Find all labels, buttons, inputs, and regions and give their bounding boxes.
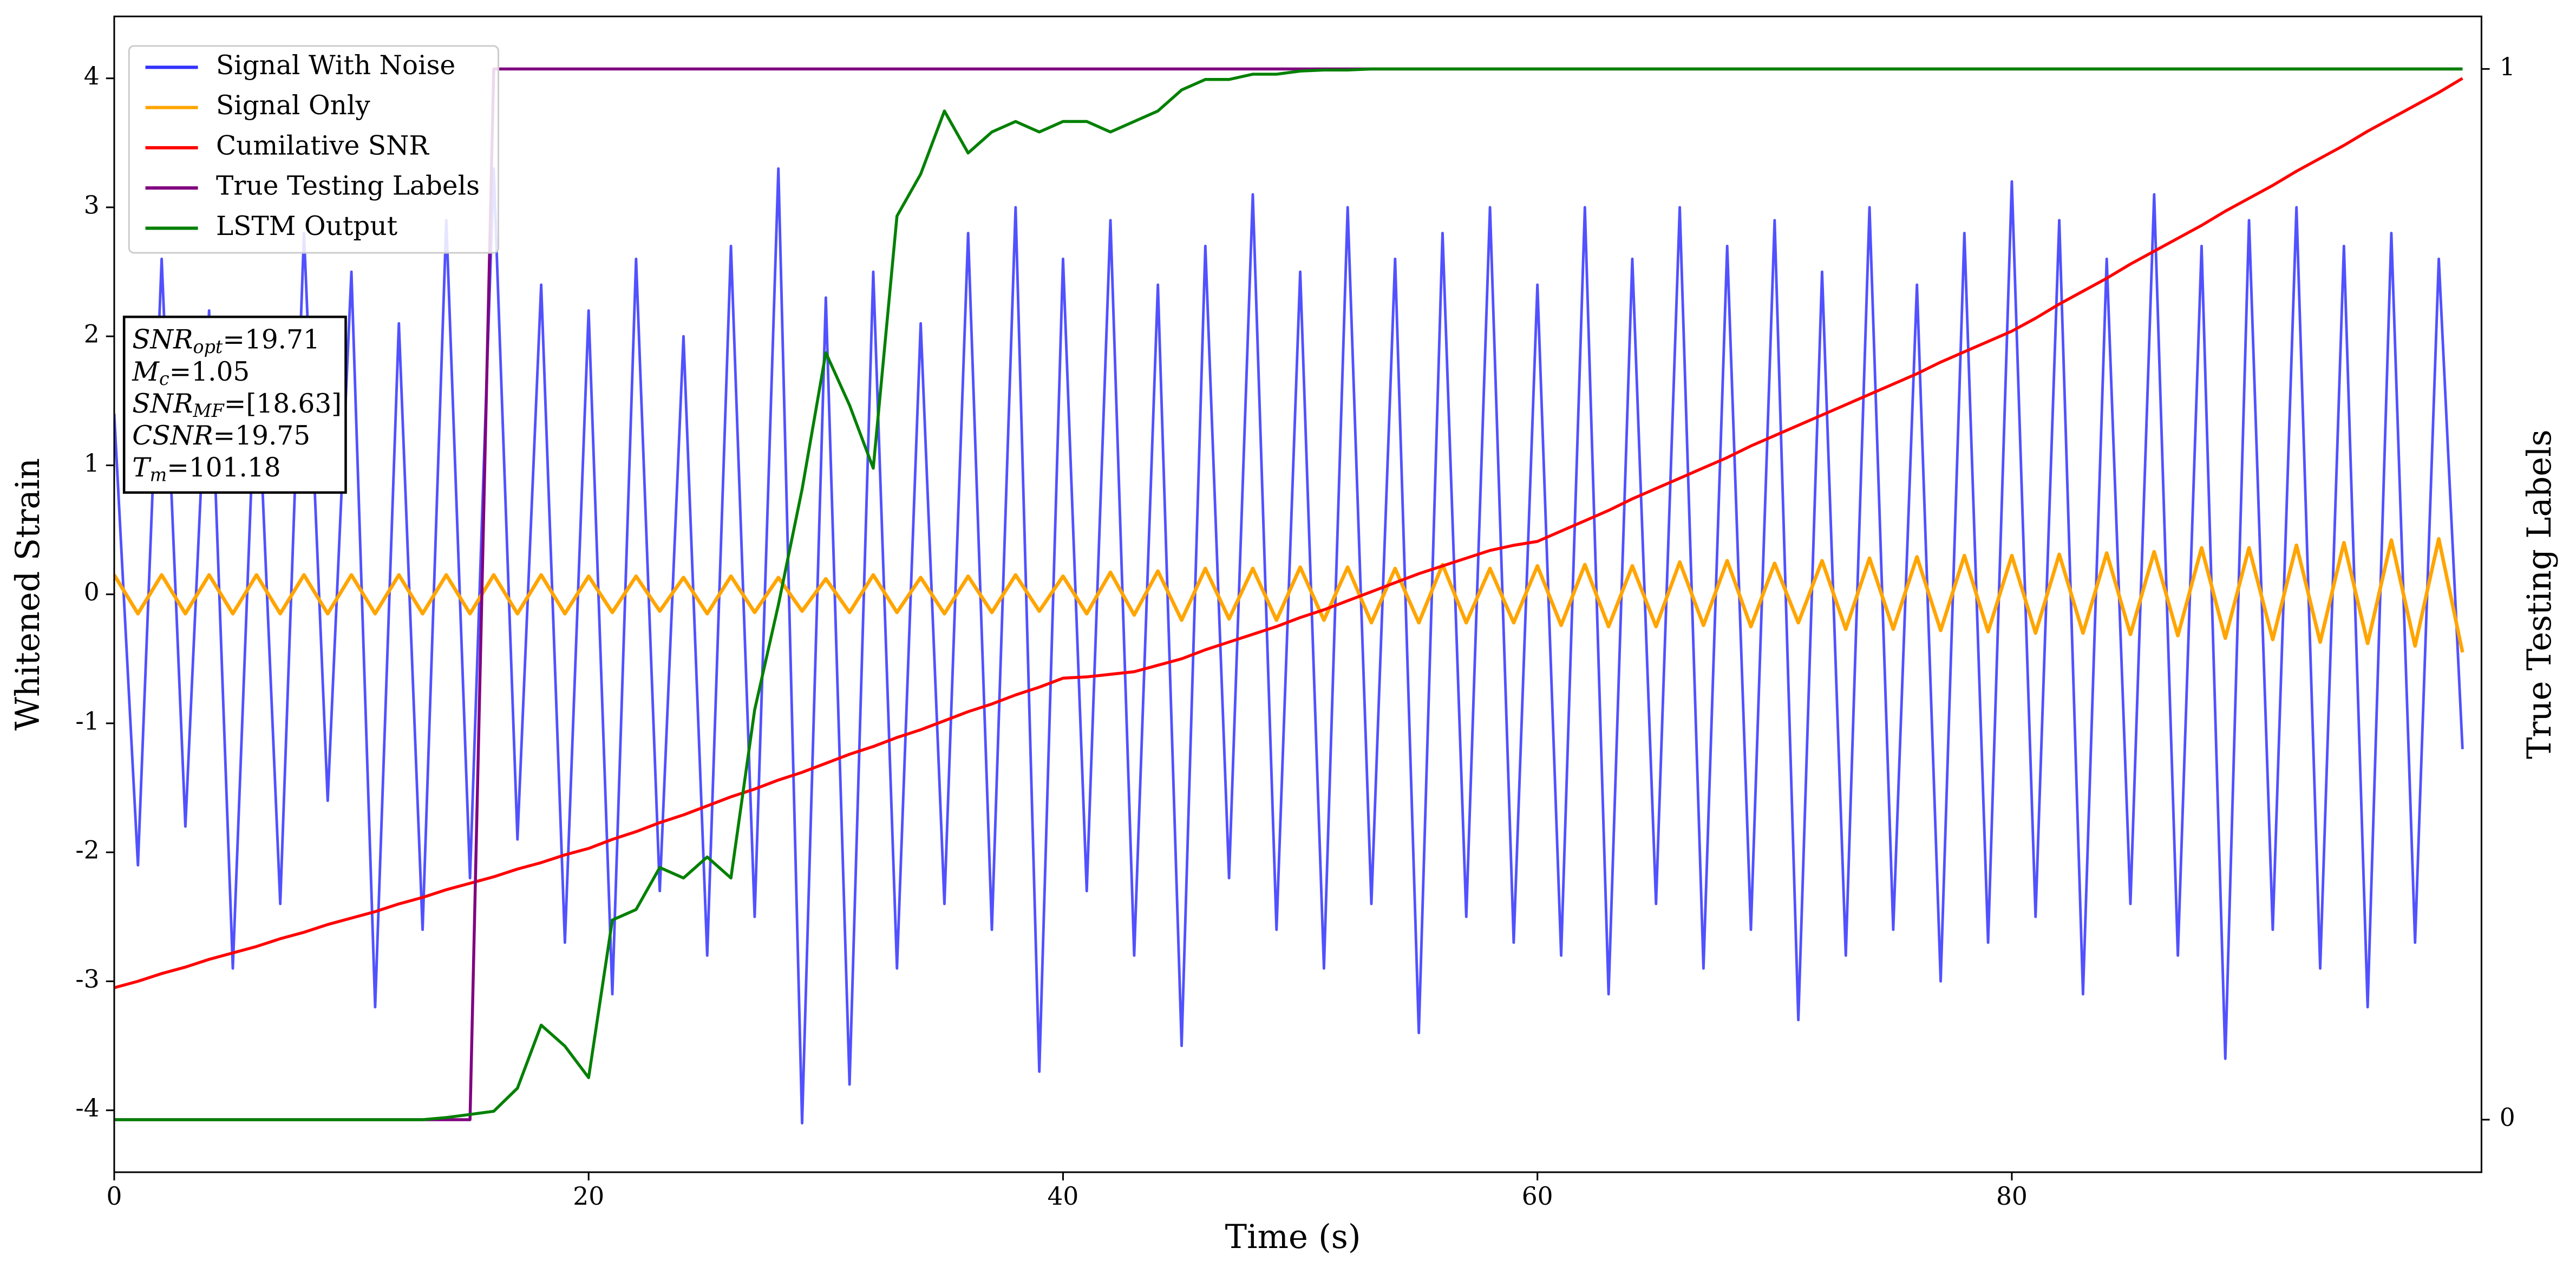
annotation-value: =1.05	[169, 356, 250, 387]
annotation-text: Tm=101.18	[132, 453, 280, 486]
annotation-symbol: SNR	[132, 388, 193, 419]
series-line	[114, 77, 2463, 989]
annotation-subscript: MF	[193, 400, 225, 421]
annotation-subscript: opt	[193, 336, 223, 357]
plot-area	[114, 67, 2464, 1125]
y-tick-label: -4	[75, 1094, 99, 1122]
annotation-symbol: SNR	[132, 324, 193, 355]
legend-label: Cumilative SNR	[216, 130, 429, 161]
y-tick-label: -2	[75, 836, 99, 865]
legend-box	[128, 45, 500, 254]
annotation-text: Mc=1.05	[132, 356, 250, 389]
y-tick-label: 1	[84, 449, 100, 478]
series-line	[114, 537, 2464, 653]
x-tick-label: 40	[1048, 1182, 1079, 1211]
y-tick-label: 2	[84, 320, 100, 349]
legend-label: Signal With Noise	[216, 50, 455, 81]
series-line	[114, 67, 2463, 1121]
annotation: SNRopt=19.71Mc=1.05SNRMF=[18.63]CSNR=19.…	[122, 315, 347, 494]
annotation-symbol: M	[132, 356, 160, 387]
y2-axis-label: True Testing Labels	[2521, 429, 2559, 759]
x-tick-label: 80	[1996, 1182, 2028, 1211]
annotation-subscript: m	[150, 464, 167, 485]
annotation-box	[122, 315, 347, 494]
annotation-value: =19.71	[223, 324, 319, 355]
x-axis-label: Time (s)	[1225, 1218, 1361, 1256]
legend: Signal With Noise Signal Only Cumilative S…	[128, 45, 500, 254]
series-line	[114, 167, 2464, 1125]
annotation-text: CSNR=19.75	[132, 421, 310, 451]
y-tick-label: -1	[75, 707, 99, 735]
annotation-value: =19.75	[213, 421, 310, 451]
annotation-text: SNRMF=[18.63]	[132, 388, 342, 421]
annotation-symbol: CSNR	[132, 421, 213, 451]
annotation-value: =[18.63]	[224, 388, 342, 419]
annotation-text: SNRopt=19.71	[132, 324, 320, 357]
y2-tick-label: 1	[2500, 53, 2515, 81]
y-tick-label: 4	[84, 62, 100, 90]
x-tick-label: 20	[573, 1182, 604, 1211]
legend-label: Signal Only	[216, 90, 370, 121]
y-axis-label: Whitened Strain	[9, 458, 47, 730]
y2-tick-label: 0	[2500, 1103, 2515, 1132]
annotation-symbol: T	[132, 453, 152, 483]
x-tick-label: 0	[106, 1182, 122, 1211]
y-tick-label: 0	[84, 578, 100, 606]
annotation-value: =101.18	[167, 453, 280, 483]
legend-label: True Testing Labels	[216, 171, 480, 201]
y-tick-label: -3	[75, 965, 99, 994]
legend-label: LSTM Output	[216, 211, 398, 241]
x-tick-label: 60	[1522, 1182, 1553, 1211]
y-tick-label: 3	[84, 191, 100, 219]
annotation-subscript: c	[159, 368, 169, 389]
